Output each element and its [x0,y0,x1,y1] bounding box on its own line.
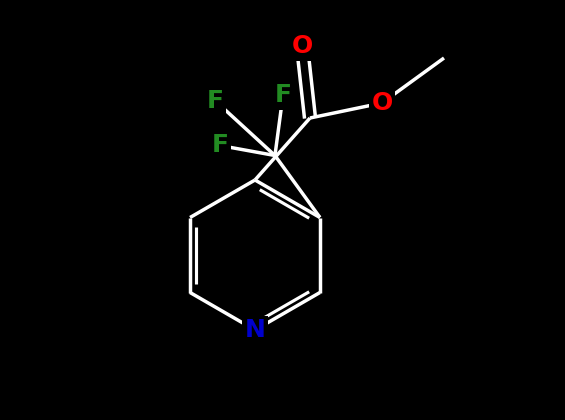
Text: N: N [245,318,266,342]
Text: F: F [206,89,223,113]
Text: O: O [371,91,393,115]
Text: O: O [292,34,312,58]
Text: F: F [211,134,228,158]
Text: F: F [275,84,292,108]
